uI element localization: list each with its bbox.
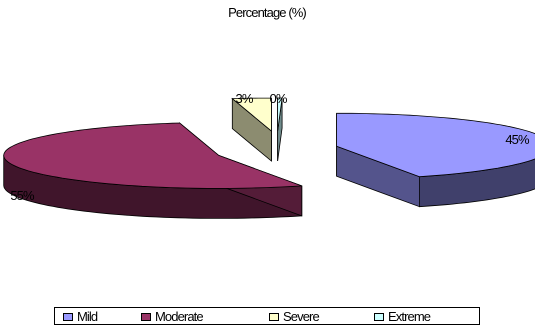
- legend-item-mild: Mild: [63, 309, 98, 324]
- data-labels: 45% 55% 3% 0%: [10, 91, 531, 203]
- legend-label-severe: Severe: [283, 309, 320, 324]
- legend-swatch-extreme: [374, 312, 384, 321]
- slice-mild: [336, 112, 535, 208]
- legend-label-extreme: Extreme: [388, 309, 431, 324]
- legend-swatch-moderate: [141, 312, 151, 321]
- legend-swatch-mild: [63, 312, 73, 321]
- data-label-severe: 3%: [236, 91, 254, 106]
- legend-item-extreme: Extreme: [374, 309, 431, 324]
- slice-extreme: [277, 97, 283, 162]
- slice-severe: [231, 97, 272, 162]
- legend: Mild Moderate Severe Extreme: [54, 307, 480, 325]
- legend-item-moderate: Moderate: [141, 309, 204, 324]
- pie-slices: [3, 97, 535, 219]
- legend-label-moderate: Moderate: [155, 309, 204, 324]
- data-label-moderate: 55%: [10, 188, 35, 203]
- slice-moderate: [3, 122, 303, 219]
- legend-label-mild: Mild: [77, 309, 98, 324]
- data-label-extreme: 0%: [270, 91, 288, 106]
- legend-item-severe: Severe: [269, 309, 320, 324]
- data-label-mild: 45%: [505, 132, 530, 147]
- chart-title: Percentage (%): [228, 5, 306, 20]
- legend-swatch-severe: [269, 312, 279, 321]
